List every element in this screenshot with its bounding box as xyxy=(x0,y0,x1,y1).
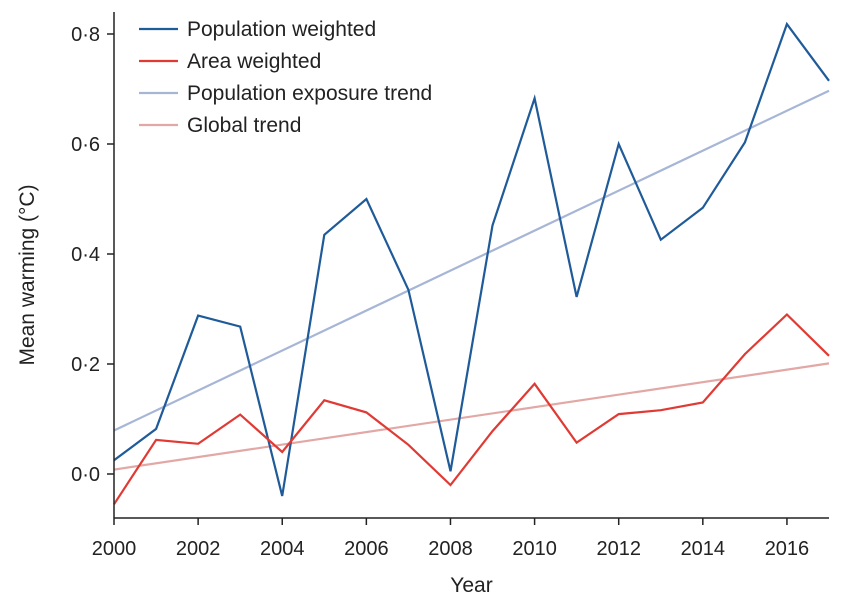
series-line-area-weighted xyxy=(113,312,830,505)
x-tick-label: 2004 xyxy=(260,538,305,560)
x-tick-label: 2016 xyxy=(765,538,810,560)
legend-label: Global trend xyxy=(187,114,301,137)
legend: Population weighted Area weighted Populati… xyxy=(139,18,432,137)
x-tick-label: 2000 xyxy=(92,538,137,560)
legend-label: Population exposure trend xyxy=(187,82,432,105)
x-tick-label: 2002 xyxy=(176,538,221,560)
legend-label: Area weighted xyxy=(187,50,321,73)
x-tick-label: 2012 xyxy=(596,538,641,560)
y-tick-label: 0·8 xyxy=(71,24,100,46)
legend-item-global-trend: Global trend xyxy=(139,114,301,137)
x-tick-label: 2006 xyxy=(344,538,389,560)
legend-item-area-weighted: Area weighted xyxy=(139,50,321,73)
y-axis-title: Mean warming (°C) xyxy=(16,184,39,365)
y-tick-label: 0·0 xyxy=(71,464,100,486)
x-tick-label: 2014 xyxy=(681,538,726,560)
x-tick-label: 2010 xyxy=(512,538,557,560)
axis-ticks: 2000 2002 2004 2006 2008 2010 2012 2014 2016 0·0 0… xyxy=(71,24,809,560)
x-tick-label: 2008 xyxy=(428,538,473,560)
legend-label: Population weighted xyxy=(187,18,376,41)
y-tick-label: 0·4 xyxy=(71,244,100,266)
y-tick-label: 0·2 xyxy=(71,354,100,376)
axes xyxy=(113,12,829,519)
legend-item-population-weighted: Population weighted xyxy=(139,18,376,41)
y-tick-label: 0·6 xyxy=(71,134,100,156)
x-axis-title: Year xyxy=(450,574,492,597)
series-line-population-exposure-trend xyxy=(113,89,830,432)
legend-item-population-exposure-trend: Population exposure trend xyxy=(139,82,432,105)
series-line-global-trend xyxy=(113,362,830,471)
series-line-population-weighted xyxy=(113,21,830,497)
series-lines xyxy=(113,21,830,505)
